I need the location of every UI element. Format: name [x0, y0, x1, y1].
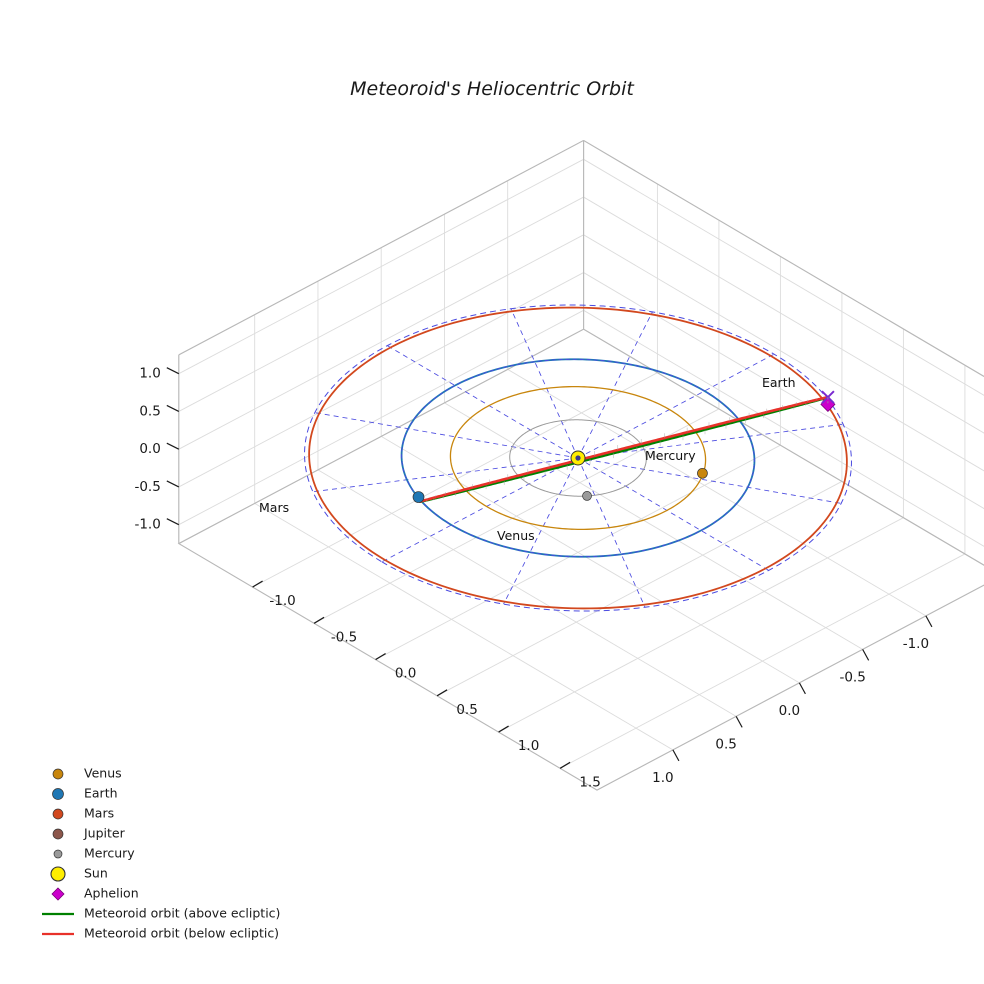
- ecliptic-radial-spoke: [577, 311, 653, 459]
- box-edge-top-left: [178, 139, 584, 356]
- ytick-3-mark: [436, 689, 448, 697]
- legend-label-meteoroid-orbit-above-ecliptic-: Meteoroid orbit (above ecliptic): [84, 906, 280, 921]
- xtick-4-mark: [672, 749, 680, 762]
- ztick-0-mark: [166, 367, 180, 375]
- wall-back-grid-horizontal: [583, 309, 984, 547]
- legend-marker-mercury: [53, 849, 63, 859]
- annotation-mercury: Mercury: [645, 448, 696, 463]
- planet-marker-earth: [412, 491, 425, 503]
- meteoroid-orbit-below-ecliptic: [418, 395, 830, 503]
- box-floor-outline: [177, 328, 984, 791]
- xtick-4-label: 1.0: [652, 770, 673, 786]
- ecliptic-radial-spoke: [381, 457, 579, 563]
- xtick-3-mark: [735, 716, 743, 728]
- ytick-0-label: -1.0: [269, 593, 295, 609]
- legend-label-aphelion: Aphelion: [84, 886, 139, 901]
- legend-label-jupiter: Jupiter: [83, 826, 126, 841]
- ztick-1-label: 0.5: [139, 403, 160, 419]
- xtick-3-label: 0.5: [715, 736, 736, 752]
- legend-marker-venus: [52, 768, 64, 780]
- ytick-2-mark: [375, 653, 386, 661]
- xtick-0-mark: [925, 615, 933, 628]
- wall-left-grid-horizontal: [178, 234, 584, 450]
- ytick-5-label: 1.5: [579, 774, 600, 790]
- legend-label-venus: Venus: [84, 766, 122, 781]
- ecliptic-radial-spoke: [577, 457, 769, 571]
- ytick-0-mark: [252, 580, 263, 588]
- earth-orbit-dashed-overlay: [401, 358, 755, 558]
- legend-marker-sun: [50, 866, 66, 882]
- ztick-4-mark: [166, 518, 180, 526]
- ytick-1-mark: [313, 616, 325, 624]
- floor-grid-x: [254, 502, 674, 751]
- orbit-venus: [449, 385, 707, 531]
- ecliptic-radial-spoke: [510, 308, 579, 459]
- sun-core: [575, 455, 581, 461]
- legend-label-mercury: Mercury: [84, 846, 135, 861]
- xtick-2-mark: [798, 682, 806, 695]
- wall-left-grid-horizontal: [178, 309, 584, 526]
- annotation-earth: Earth: [762, 375, 796, 390]
- wall-back-grid-horizontal: [583, 272, 984, 510]
- orbit-mercury: [509, 419, 647, 497]
- wall-back-grid-horizontal: [583, 234, 984, 472]
- legend-marker-jupiter: [52, 828, 64, 840]
- legend-label-sun: Sun: [84, 866, 108, 881]
- floor-grid-y: [498, 517, 904, 733]
- ytick-2-label: 0.0: [395, 666, 416, 682]
- floor-grid-y: [436, 481, 843, 697]
- ztick-3-mark: [166, 480, 180, 488]
- wall-back-grid-horizontal: [583, 196, 984, 434]
- ztick-4-label: -1.0: [134, 517, 160, 533]
- floor-grid-x: [317, 469, 737, 717]
- ecliptic-radial-spoke: [387, 345, 579, 459]
- xtick-1-label: -0.5: [839, 669, 865, 685]
- legend-label-meteoroid-orbit-below-ecliptic-: Meteoroid orbit (below ecliptic): [84, 926, 279, 941]
- ecliptic-radial-spoke: [577, 353, 775, 459]
- legend-label-mars: Mars: [84, 806, 114, 821]
- ztick-2-mark: [166, 442, 180, 450]
- floor-grid-y: [559, 553, 966, 769]
- ecliptic-radial-spoke: [503, 457, 579, 605]
- planet-marker-mercury: [582, 491, 592, 501]
- xtick-1-mark: [862, 649, 870, 661]
- legend-marker-mars: [52, 808, 64, 820]
- wall-left-grid-horizontal: [178, 272, 584, 488]
- box-edge-top-back: [583, 139, 984, 378]
- ytick-1-label: -0.5: [331, 629, 357, 645]
- ytick-4-label: 1.0: [518, 738, 539, 754]
- xtick-2-label: 0.0: [779, 703, 800, 719]
- ytick-3-label: 0.5: [456, 702, 477, 718]
- floor-grid-y: [252, 372, 658, 588]
- ztick-0-label: 1.0: [139, 366, 160, 382]
- wall-back-grid-horizontal: [583, 158, 984, 396]
- legend-label-earth: Earth: [84, 786, 118, 801]
- wall-left-grid-horizontal: [178, 196, 584, 412]
- ytick-4-mark: [498, 725, 509, 733]
- annotation-mars: Mars: [259, 500, 289, 515]
- legend-marker-earth: [52, 788, 64, 800]
- annotation-venus: Venus: [497, 528, 535, 543]
- wall-left-grid-horizontal: [178, 158, 584, 375]
- planet-marker-venus: [697, 467, 708, 479]
- ztick-2-label: 0.0: [139, 441, 160, 457]
- orbit-mars: [308, 306, 848, 610]
- ecliptic-radial-spoke: [577, 457, 646, 608]
- page-title: Meteoroid's Heliocentric Orbit: [350, 78, 635, 100]
- floor-grid-x: [507, 368, 927, 617]
- floor-grid-x: [380, 435, 800, 684]
- ytick-5-mark: [559, 761, 571, 769]
- legend-marker-aphelion: [51, 887, 65, 901]
- xtick-0-label: -1.0: [903, 636, 929, 652]
- ztick-1-mark: [166, 404, 180, 412]
- ztick-3-label: -0.5: [134, 479, 160, 495]
